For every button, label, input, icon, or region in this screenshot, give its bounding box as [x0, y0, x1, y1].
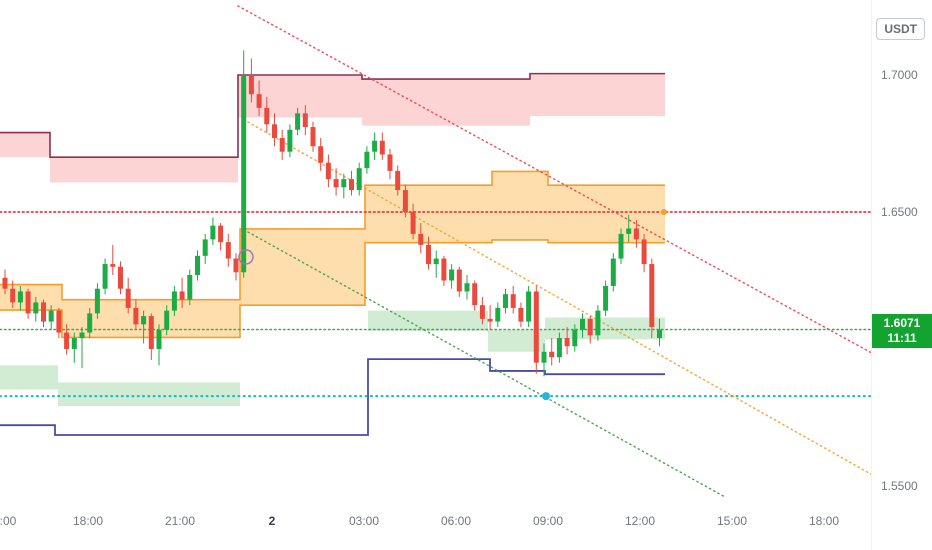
- price-tick: 1.5500: [881, 478, 918, 493]
- trend-line-red: [237, 5, 873, 354]
- time-tick: 21:00: [164, 514, 196, 528]
- price-tick: 1.6500: [881, 204, 918, 219]
- lower-support-line: [0, 358, 665, 436]
- time-tick: 15:00: [716, 514, 748, 528]
- time-tick: 2: [268, 514, 276, 528]
- bar-countdown: 11:11: [887, 330, 917, 345]
- time-tick: 18:00: [808, 514, 840, 528]
- resistance-band: [0, 73, 665, 183]
- time-tick: 03:00: [348, 514, 380, 528]
- support-band-left: [0, 365, 240, 406]
- time-tick: 09:00: [532, 514, 564, 528]
- bands-layer: [0, 72, 665, 406]
- current-price-value: 1.6071: [883, 315, 921, 330]
- anchor-circle: [238, 249, 254, 265]
- time-axis[interactable]: :00 18:00 21:00 2 03:00 06:00 09:00 12:00 15:00 1…: [0, 510, 932, 536]
- price-axis[interactable]: 1.7000 1.6500 1.5500: [871, 0, 932, 550]
- time-tick: 12:00: [624, 514, 656, 528]
- orange-dot: [661, 208, 667, 215]
- price-tick: 1.7000: [881, 67, 918, 82]
- support-band-right: [368, 310, 665, 352]
- trend-line-green: [247, 231, 726, 498]
- time-tick: 06:00: [440, 514, 472, 528]
- cyan-dot: [542, 392, 550, 401]
- time-tick: :00: [0, 514, 17, 528]
- candles-layer: [2, 50, 662, 377]
- current-price-label: 1.6071 11:11: [872, 313, 932, 348]
- currency-unit-badge[interactable]: USDT: [876, 18, 925, 40]
- mid-band: [0, 171, 665, 338]
- time-tick: 18:00: [72, 514, 104, 528]
